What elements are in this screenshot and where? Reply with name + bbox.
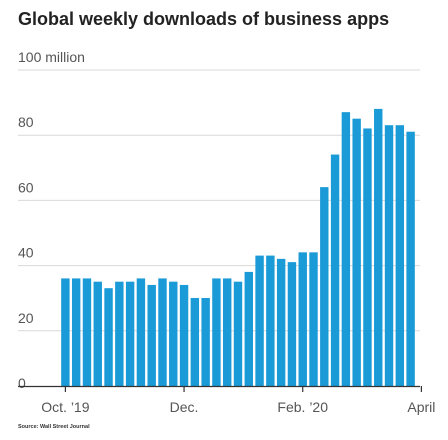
x-axis: Oct. ’19 Dec. Feb. ’20 April bbox=[18, 385, 435, 415]
bar bbox=[276, 258, 286, 386]
bar bbox=[104, 288, 113, 386]
bar bbox=[309, 252, 318, 386]
bar bbox=[147, 284, 156, 386]
bar bbox=[223, 278, 232, 386]
bar bbox=[374, 108, 383, 387]
bar bbox=[352, 118, 361, 387]
bar bbox=[384, 125, 394, 386]
bar bbox=[169, 281, 178, 386]
bar bbox=[82, 278, 92, 386]
bar bbox=[320, 187, 329, 386]
source-note: Source: Wall Street Journal bbox=[18, 424, 90, 430]
y-tick-label: 0 bbox=[18, 375, 26, 391]
x-tick-label: Dec. bbox=[170, 399, 199, 415]
bar bbox=[233, 281, 243, 386]
x-tick-label: Oct. ’19 bbox=[41, 399, 89, 415]
y-tick-label: 60 bbox=[18, 179, 34, 195]
y-tick-label: 80 bbox=[18, 114, 34, 130]
bar bbox=[287, 262, 297, 386]
bar bbox=[255, 255, 264, 386]
bar bbox=[71, 278, 81, 386]
bar bbox=[136, 278, 146, 386]
bar bbox=[201, 297, 210, 386]
bar bbox=[158, 278, 167, 386]
x-tick-label: April bbox=[407, 399, 435, 415]
x-tick-label: Feb. ’20 bbox=[277, 399, 328, 415]
bar bbox=[115, 281, 124, 386]
bar bbox=[363, 128, 372, 386]
bar bbox=[125, 281, 135, 386]
bar bbox=[179, 284, 189, 386]
bar bbox=[341, 112, 351, 386]
bar bbox=[61, 278, 70, 386]
bar bbox=[93, 281, 102, 386]
bar bbox=[244, 271, 253, 386]
bar bbox=[406, 131, 415, 386]
bar bbox=[298, 252, 307, 386]
bars bbox=[61, 108, 415, 387]
bar bbox=[395, 125, 405, 386]
y-tick-label: 20 bbox=[18, 310, 34, 326]
y-axis-labels: 100 million 80 60 40 20 0 bbox=[18, 49, 85, 391]
chart-title: Global weekly downloads of business apps bbox=[18, 9, 389, 29]
y-tick-label: 40 bbox=[18, 245, 34, 261]
bar bbox=[266, 255, 275, 386]
bar bbox=[190, 297, 200, 386]
bar bbox=[330, 154, 340, 386]
bar bbox=[212, 278, 221, 386]
y-tick-label: 100 million bbox=[18, 49, 85, 65]
